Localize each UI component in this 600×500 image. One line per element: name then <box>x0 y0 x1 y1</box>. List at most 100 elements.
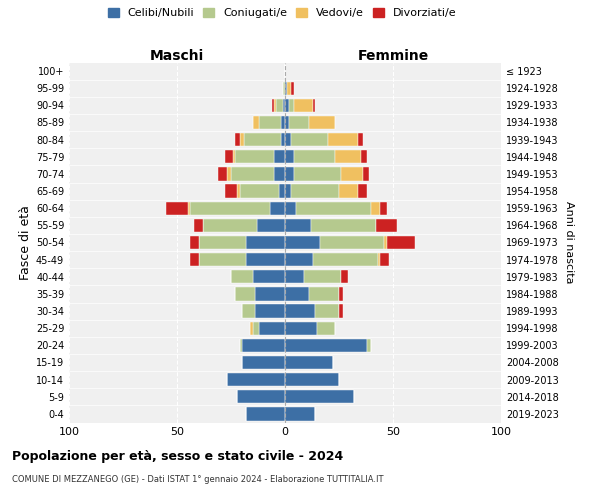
Text: COMUNE DI MEZZANEGO (GE) - Dati ISTAT 1° gennaio 2024 - Elaborazione TUTTITALIA.: COMUNE DI MEZZANEGO (GE) - Dati ISTAT 1°… <box>12 475 383 484</box>
Bar <box>246 407 285 420</box>
Bar <box>358 184 367 198</box>
Bar <box>281 133 285 146</box>
Bar <box>190 236 199 249</box>
Y-axis label: Fasce di età: Fasce di età <box>19 205 32 280</box>
Bar <box>270 202 285 215</box>
Bar <box>227 167 231 180</box>
Bar <box>285 304 315 318</box>
Bar <box>309 116 335 129</box>
Bar <box>199 253 246 266</box>
Bar <box>250 322 253 335</box>
Bar <box>253 270 285 283</box>
Bar <box>339 287 343 300</box>
Y-axis label: Anni di nascita: Anni di nascita <box>564 201 574 284</box>
Bar <box>246 236 285 249</box>
Bar <box>380 202 386 215</box>
Bar <box>285 167 293 180</box>
Bar <box>274 98 277 112</box>
Bar <box>253 116 259 129</box>
Bar <box>238 184 239 198</box>
Bar <box>386 236 415 249</box>
Bar <box>285 218 311 232</box>
Bar <box>380 253 389 266</box>
Bar <box>274 167 285 180</box>
Bar <box>358 133 363 146</box>
Bar <box>313 98 315 112</box>
Bar <box>235 150 274 164</box>
Bar <box>285 253 313 266</box>
Bar <box>376 218 397 232</box>
Bar <box>231 270 253 283</box>
Bar <box>255 304 285 318</box>
Bar <box>272 98 274 112</box>
Bar <box>283 82 285 95</box>
Bar <box>285 390 354 404</box>
Bar <box>361 150 367 164</box>
Bar <box>227 373 285 386</box>
Bar <box>309 287 339 300</box>
Bar <box>285 82 287 95</box>
Bar <box>235 287 255 300</box>
Bar <box>285 356 332 369</box>
Bar <box>239 133 244 146</box>
Bar <box>285 150 293 164</box>
Legend: Celibi/Nubili, Coniugati/e, Vedovi/e, Divorziati/e: Celibi/Nubili, Coniugati/e, Vedovi/e, Di… <box>106 6 458 20</box>
Bar <box>218 167 227 180</box>
Bar <box>242 338 285 352</box>
Bar <box>385 236 386 249</box>
Text: Maschi: Maschi <box>150 48 204 62</box>
Bar <box>285 338 367 352</box>
Bar <box>242 356 285 369</box>
Bar <box>231 167 274 180</box>
Bar <box>255 287 285 300</box>
Bar <box>292 184 339 198</box>
Bar <box>285 407 315 420</box>
Bar <box>311 218 376 232</box>
Bar <box>259 116 281 129</box>
Bar <box>253 322 259 335</box>
Bar <box>341 167 363 180</box>
Bar <box>367 338 371 352</box>
Bar <box>238 390 285 404</box>
Bar <box>313 253 378 266</box>
Bar <box>363 167 369 180</box>
Bar <box>304 270 341 283</box>
Bar <box>194 218 203 232</box>
Bar <box>341 270 347 283</box>
Bar <box>285 287 309 300</box>
Bar <box>378 253 380 266</box>
Bar <box>285 184 292 198</box>
Bar <box>242 304 255 318</box>
Bar <box>278 184 285 198</box>
Bar <box>199 236 246 249</box>
Bar <box>293 150 335 164</box>
Bar <box>190 253 199 266</box>
Bar <box>285 236 320 249</box>
Bar <box>285 133 292 146</box>
Bar <box>296 202 371 215</box>
Bar <box>287 82 292 95</box>
Bar <box>224 150 233 164</box>
Bar <box>224 184 238 198</box>
Bar <box>246 253 285 266</box>
Bar <box>285 373 339 386</box>
Bar <box>292 82 293 95</box>
Bar <box>320 236 385 249</box>
Bar <box>285 116 289 129</box>
Bar <box>371 202 380 215</box>
Bar <box>274 150 285 164</box>
Bar <box>235 133 239 146</box>
Bar <box>315 304 339 318</box>
Bar <box>239 338 242 352</box>
Bar <box>292 133 328 146</box>
Text: Femmine: Femmine <box>358 48 428 62</box>
Bar <box>277 98 283 112</box>
Bar <box>244 133 281 146</box>
Bar <box>289 98 293 112</box>
Bar <box>281 116 285 129</box>
Bar <box>259 322 285 335</box>
Bar <box>339 304 343 318</box>
Bar <box>239 184 278 198</box>
Bar <box>257 218 285 232</box>
Bar <box>285 270 304 283</box>
